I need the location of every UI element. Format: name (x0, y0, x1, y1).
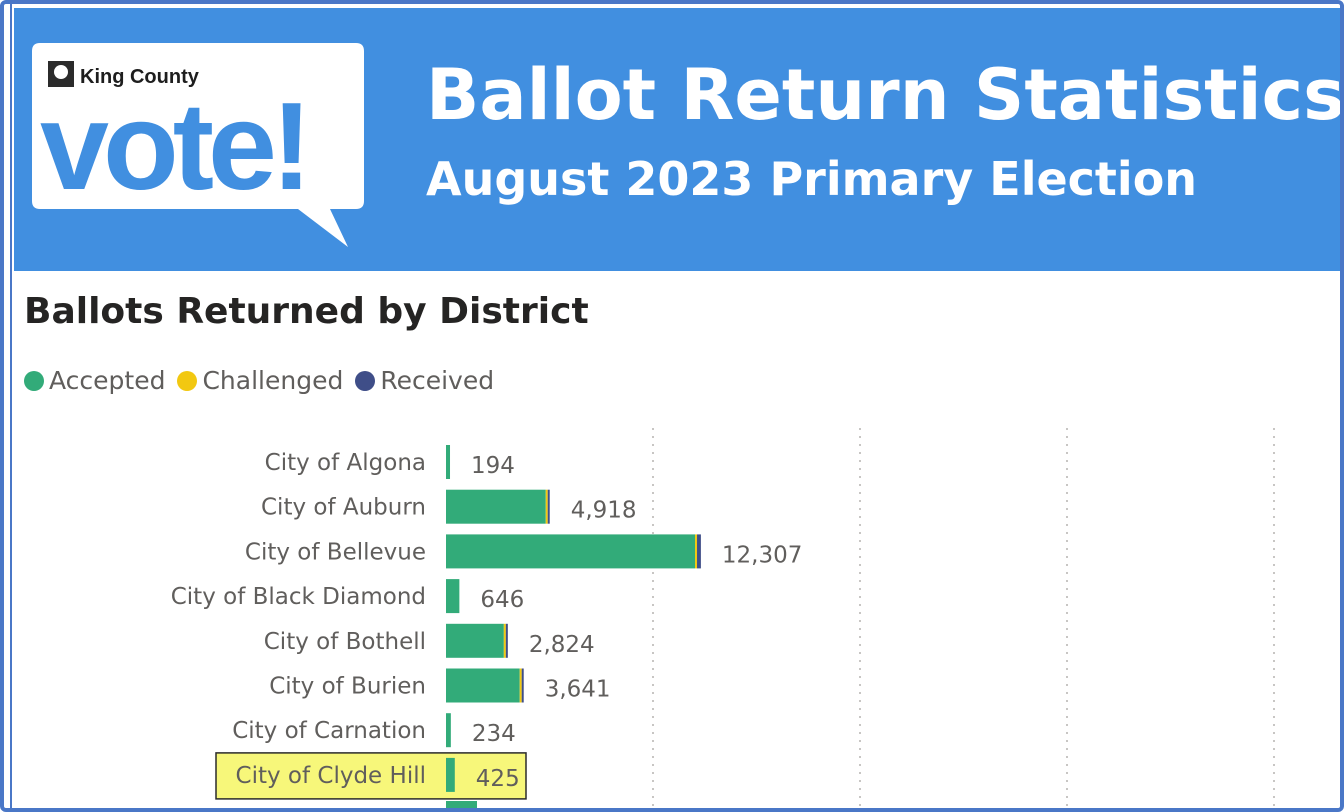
bar-accepted-partial (446, 801, 477, 808)
bar-received[interactable] (547, 489, 550, 524)
legend-label-accepted: Accepted (49, 366, 166, 395)
data-label: 425 (476, 766, 520, 792)
data-label: 12,307 (722, 542, 802, 568)
category-label: City of Clyde Hill (236, 763, 426, 789)
banner-subtitle: August 2023 Primary Election (426, 152, 1198, 206)
bar-received[interactable] (505, 623, 508, 658)
bar-accepted[interactable] (446, 668, 520, 703)
bar-accepted[interactable] (446, 534, 696, 569)
data-label: 234 (472, 721, 516, 747)
legend-dot-received (355, 371, 376, 391)
legend-dot-accepted (24, 371, 44, 391)
ballots-by-district-chart: City of Algona 194 City of Auburn 4,918 City… (171, 428, 1275, 808)
data-label: 646 (480, 587, 524, 613)
logo-text-top: King County (80, 66, 200, 88)
highlight-box (215, 752, 527, 800)
chart-title: Ballots Returned by District (24, 291, 589, 332)
bar-accepted[interactable] (446, 489, 546, 524)
legend-item-accepted[interactable]: Accepted (24, 364, 165, 398)
category-label: City of Auburn (261, 495, 426, 521)
bar-challenged[interactable] (503, 623, 506, 658)
bar-received[interactable] (521, 668, 524, 703)
legend-dot-challenged (177, 371, 198, 391)
category-label: City of Burien (269, 674, 426, 700)
data-label: 3,641 (545, 677, 611, 703)
data-label: 2,824 (529, 632, 595, 658)
data-label: 4,918 (571, 498, 637, 524)
bar-accepted[interactable] (446, 579, 460, 614)
category-label: City of Bellevue (245, 539, 426, 565)
category-label: City of Bothell (264, 629, 426, 655)
bar-received[interactable] (697, 534, 701, 569)
chart-legend: Accepted Challenged Received (24, 364, 506, 398)
legend-item-challenged[interactable]: Challenged (177, 364, 343, 398)
frame-rule (10, 4, 12, 808)
bar-accepted[interactable] (446, 757, 455, 792)
banner-title: Ballot Return Statistics (426, 54, 1344, 136)
legend-label-challenged: Challenged (202, 366, 344, 395)
legend-label-received: Received (380, 366, 495, 395)
category-label: City of Black Diamond (171, 584, 426, 610)
category-label: City of Carnation (232, 718, 426, 744)
legend-item-received[interactable]: Received (355, 364, 494, 398)
bar-accepted[interactable] (446, 713, 451, 748)
bar-accepted[interactable] (446, 445, 451, 479)
bar-challenged[interactable] (695, 534, 698, 569)
bar-challenged[interactable] (519, 668, 522, 703)
logo-text-main: vote! (40, 78, 306, 216)
data-label: 194 (471, 453, 515, 479)
bar-challenged[interactable] (545, 489, 548, 524)
king-county-vote-logo: King County vote! (32, 43, 364, 247)
bar-accepted[interactable] (446, 623, 504, 658)
category-label: City of Algona (265, 450, 426, 476)
